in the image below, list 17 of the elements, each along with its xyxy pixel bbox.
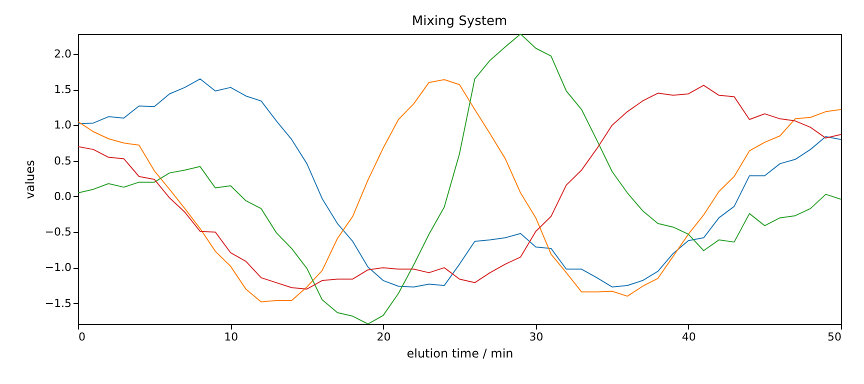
y-tick-label: 1.5 [54, 83, 72, 96]
y-axis-title: values [22, 160, 37, 200]
x-tick-label: 10 [224, 330, 238, 344]
y-tick-label: 2.0 [54, 47, 72, 60]
y-tick-label: −1.0 [44, 261, 72, 274]
y-tick-label: −0.5 [44, 226, 72, 239]
y-tick-label: 1.0 [54, 118, 72, 132]
chart-title: Mixing System [412, 14, 508, 29]
x-axis-title: elution time / min [406, 346, 514, 360]
y-tick-label: 0.5 [54, 154, 72, 168]
x-tick-label: 30 [529, 330, 544, 344]
x-tick-label: 0 [78, 330, 86, 344]
x-tick-label: 20 [376, 330, 391, 344]
y-tick-label: 0.0 [54, 190, 72, 203]
x-tick-label: 50 [828, 330, 842, 344]
x-tick-label: 40 [682, 330, 696, 344]
y-tick-label: −1.5 [44, 296, 72, 310]
